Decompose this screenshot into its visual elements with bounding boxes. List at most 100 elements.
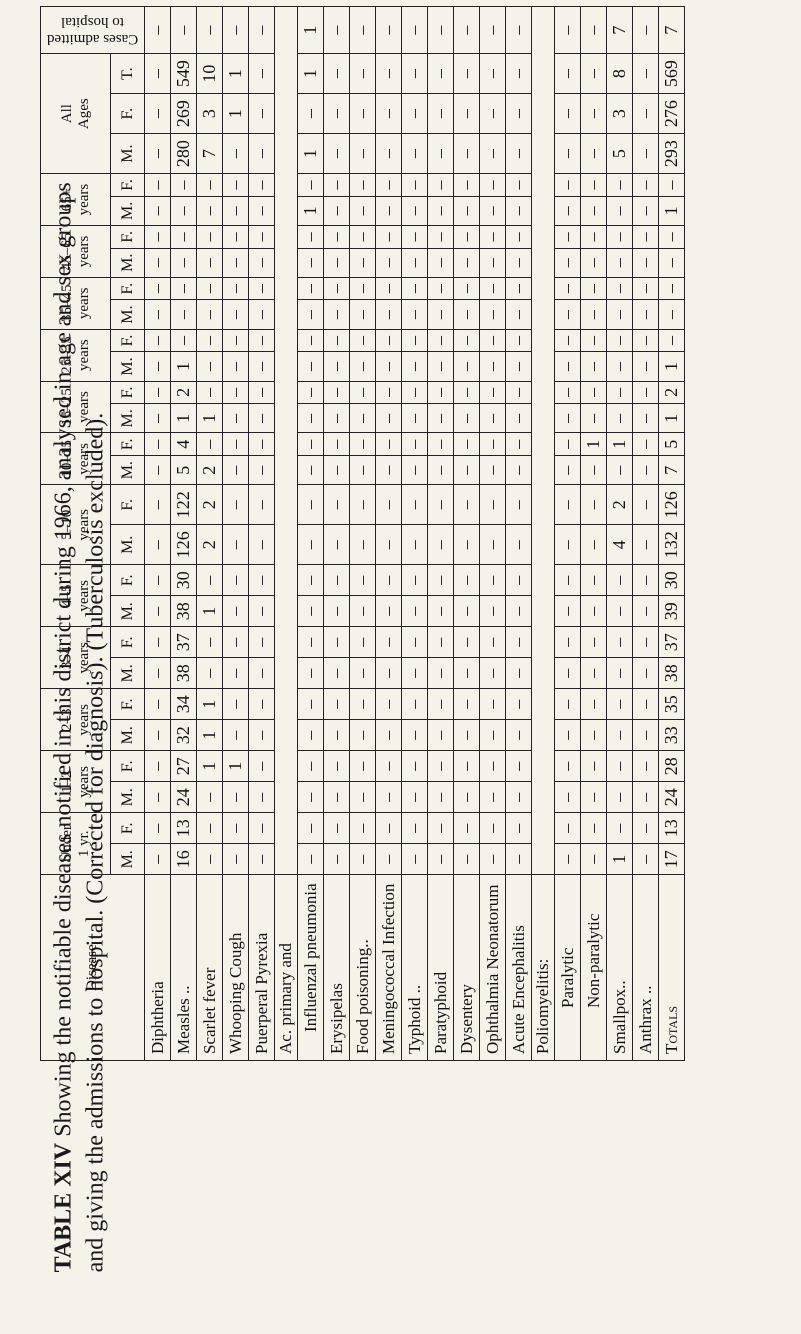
data-cell: – xyxy=(480,54,506,94)
data-cell: 34 xyxy=(171,689,197,720)
data-cell: – xyxy=(376,813,402,844)
data-cell: – xyxy=(249,7,275,54)
data-cell: – xyxy=(223,844,249,875)
disease-name: Paratyphoid xyxy=(428,875,454,1061)
data-cell: – xyxy=(298,352,324,381)
data-cell: – xyxy=(223,525,249,565)
data-cell: – xyxy=(428,277,454,300)
data-cell: – xyxy=(506,456,532,485)
data-cell: 1 xyxy=(607,844,633,875)
data-cell: – xyxy=(376,196,402,225)
data-cell: – xyxy=(506,596,532,627)
data-cell: – xyxy=(145,381,171,404)
data-cell: – xyxy=(249,813,275,844)
table-row: Whooping Cough–––1–––––––––––––––––––––1… xyxy=(223,7,249,1061)
data-cell: – xyxy=(350,689,376,720)
age-group-header: AllAges xyxy=(41,54,111,174)
data-cell: – xyxy=(555,277,581,300)
data-cell: 1 xyxy=(298,54,324,94)
mf-header: M. xyxy=(111,456,145,485)
data-cell: – xyxy=(350,226,376,249)
disease-name: Non-paralytic xyxy=(581,875,607,1061)
data-cell: – xyxy=(145,565,171,596)
data-cell: – xyxy=(506,329,532,352)
data-cell: – xyxy=(324,720,350,751)
data-cell: – xyxy=(376,565,402,596)
data-cell: – xyxy=(581,751,607,782)
data-cell: – xyxy=(376,433,402,456)
data-cell: 1 xyxy=(197,596,223,627)
data-cell: – xyxy=(298,565,324,596)
data-cell: – xyxy=(633,174,659,197)
data-cell: – xyxy=(555,433,581,456)
table-container: DiseaseUnder1 yr.1–2years2–3years3–4year… xyxy=(0,0,801,801)
data-cell: – xyxy=(350,248,376,277)
data-cell: – xyxy=(145,226,171,249)
data-cell: – xyxy=(454,433,480,456)
data-cell: – xyxy=(223,277,249,300)
mf-header: F. xyxy=(111,689,145,720)
totals-cell: – xyxy=(659,248,685,277)
data-cell: – xyxy=(324,300,350,329)
data-cell: – xyxy=(402,381,428,404)
age-group-header: 2–3years xyxy=(41,689,111,751)
disease-name: Measles .. xyxy=(171,875,197,1061)
data-cell: – xyxy=(376,134,402,174)
data-cell: – xyxy=(197,433,223,456)
data-cell: – xyxy=(428,525,454,565)
data-cell: – xyxy=(428,565,454,596)
mf-header: T. xyxy=(111,54,145,94)
data-cell: – xyxy=(506,7,532,54)
data-cell: – xyxy=(555,300,581,329)
data-cell: – xyxy=(223,174,249,197)
data-cell: – xyxy=(607,658,633,689)
data-cell: – xyxy=(480,300,506,329)
data-cell: – xyxy=(376,94,402,134)
data-cell: – xyxy=(223,689,249,720)
data-cell: – xyxy=(428,658,454,689)
data-cell: – xyxy=(454,596,480,627)
data-cell: – xyxy=(350,751,376,782)
data-cell: 1 xyxy=(581,433,607,456)
disease-name: Acute Encephalitis xyxy=(506,875,532,1061)
data-cell: – xyxy=(506,565,532,596)
data-cell: – xyxy=(633,658,659,689)
data-cell: – xyxy=(298,689,324,720)
data-cell: – xyxy=(555,813,581,844)
table-row: Puerperal Pyrexia–––––––––––––––––––––––… xyxy=(249,7,275,1061)
data-cell: 3 xyxy=(197,94,223,134)
data-cell: – xyxy=(506,277,532,300)
data-cell: – xyxy=(581,300,607,329)
data-cell: – xyxy=(633,844,659,875)
data-cell: – xyxy=(633,196,659,225)
data-cell: – xyxy=(223,720,249,751)
data-cell: – xyxy=(376,485,402,525)
data-cell: – xyxy=(555,565,581,596)
data-cell: – xyxy=(197,844,223,875)
data-cell: – xyxy=(223,485,249,525)
data-cell: – xyxy=(223,300,249,329)
table-header: DiseaseUnder1 yr.1–2years2–3years3–4year… xyxy=(41,7,145,1061)
data-cell: – xyxy=(197,300,223,329)
data-cell: – xyxy=(581,456,607,485)
data-cell: – xyxy=(376,404,402,433)
data-cell: – xyxy=(428,300,454,329)
data-cell: 30 xyxy=(171,565,197,596)
data-cell: – xyxy=(171,7,197,54)
data-cell: – xyxy=(350,352,376,381)
table-row: Non-paralytic–––––––––––––1–––––––––––––… xyxy=(581,7,607,1061)
data-cell: – xyxy=(350,277,376,300)
table-row: Influenzal pneumonia––––––––––––––––––––… xyxy=(298,7,324,1061)
data-cell: – xyxy=(581,226,607,249)
data-cell: – xyxy=(402,456,428,485)
data-cell: – xyxy=(480,525,506,565)
data-cell: – xyxy=(555,658,581,689)
data-cell: – xyxy=(402,720,428,751)
data-cell: – xyxy=(454,277,480,300)
data-cell: – xyxy=(376,277,402,300)
data-cell: – xyxy=(350,7,376,54)
data-cell: 7 xyxy=(197,134,223,174)
table-row: Diphtheria–––––––––––––––––––––––––––– xyxy=(145,7,171,1061)
data-cell: – xyxy=(350,134,376,174)
data-cell: 5 xyxy=(171,456,197,485)
